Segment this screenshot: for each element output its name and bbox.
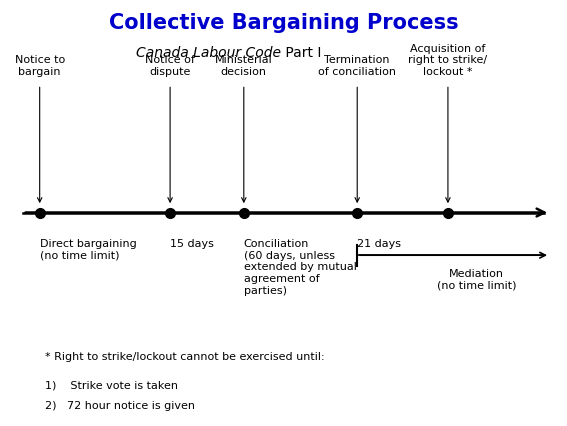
- Text: * Right to strike/lockout cannot be exercised until:: * Right to strike/lockout cannot be exer…: [45, 351, 325, 361]
- Text: Mediation
(no time limit): Mediation (no time limit): [437, 268, 516, 290]
- Text: Termination
of conciliation: Termination of conciliation: [318, 55, 396, 77]
- Text: Part I: Part I: [281, 46, 321, 60]
- Text: 1)    Strike vote is taken: 1) Strike vote is taken: [45, 379, 179, 389]
- Text: Ministerial
decision: Ministerial decision: [215, 55, 273, 77]
- Text: Canada Labour Code: Canada Labour Code: [136, 46, 281, 60]
- Text: Direct bargaining
(no time limit): Direct bargaining (no time limit): [40, 239, 137, 260]
- Text: 15 days: 15 days: [170, 239, 214, 248]
- Text: Notice to
bargain: Notice to bargain: [15, 55, 65, 77]
- Text: Collective Bargaining Process: Collective Bargaining Process: [109, 14, 458, 33]
- Text: 21 days: 21 days: [357, 239, 401, 248]
- Text: Notice of
dispute: Notice of dispute: [145, 55, 195, 77]
- Text: 2)   72 hour notice is given: 2) 72 hour notice is given: [45, 400, 196, 410]
- Text: Acquisition of
right to strike/
lockout *: Acquisition of right to strike/ lockout …: [408, 43, 488, 77]
- Text: Conciliation
(60 days, unless
extended by mutual
agreement of
parties): Conciliation (60 days, unless extended b…: [244, 239, 357, 295]
